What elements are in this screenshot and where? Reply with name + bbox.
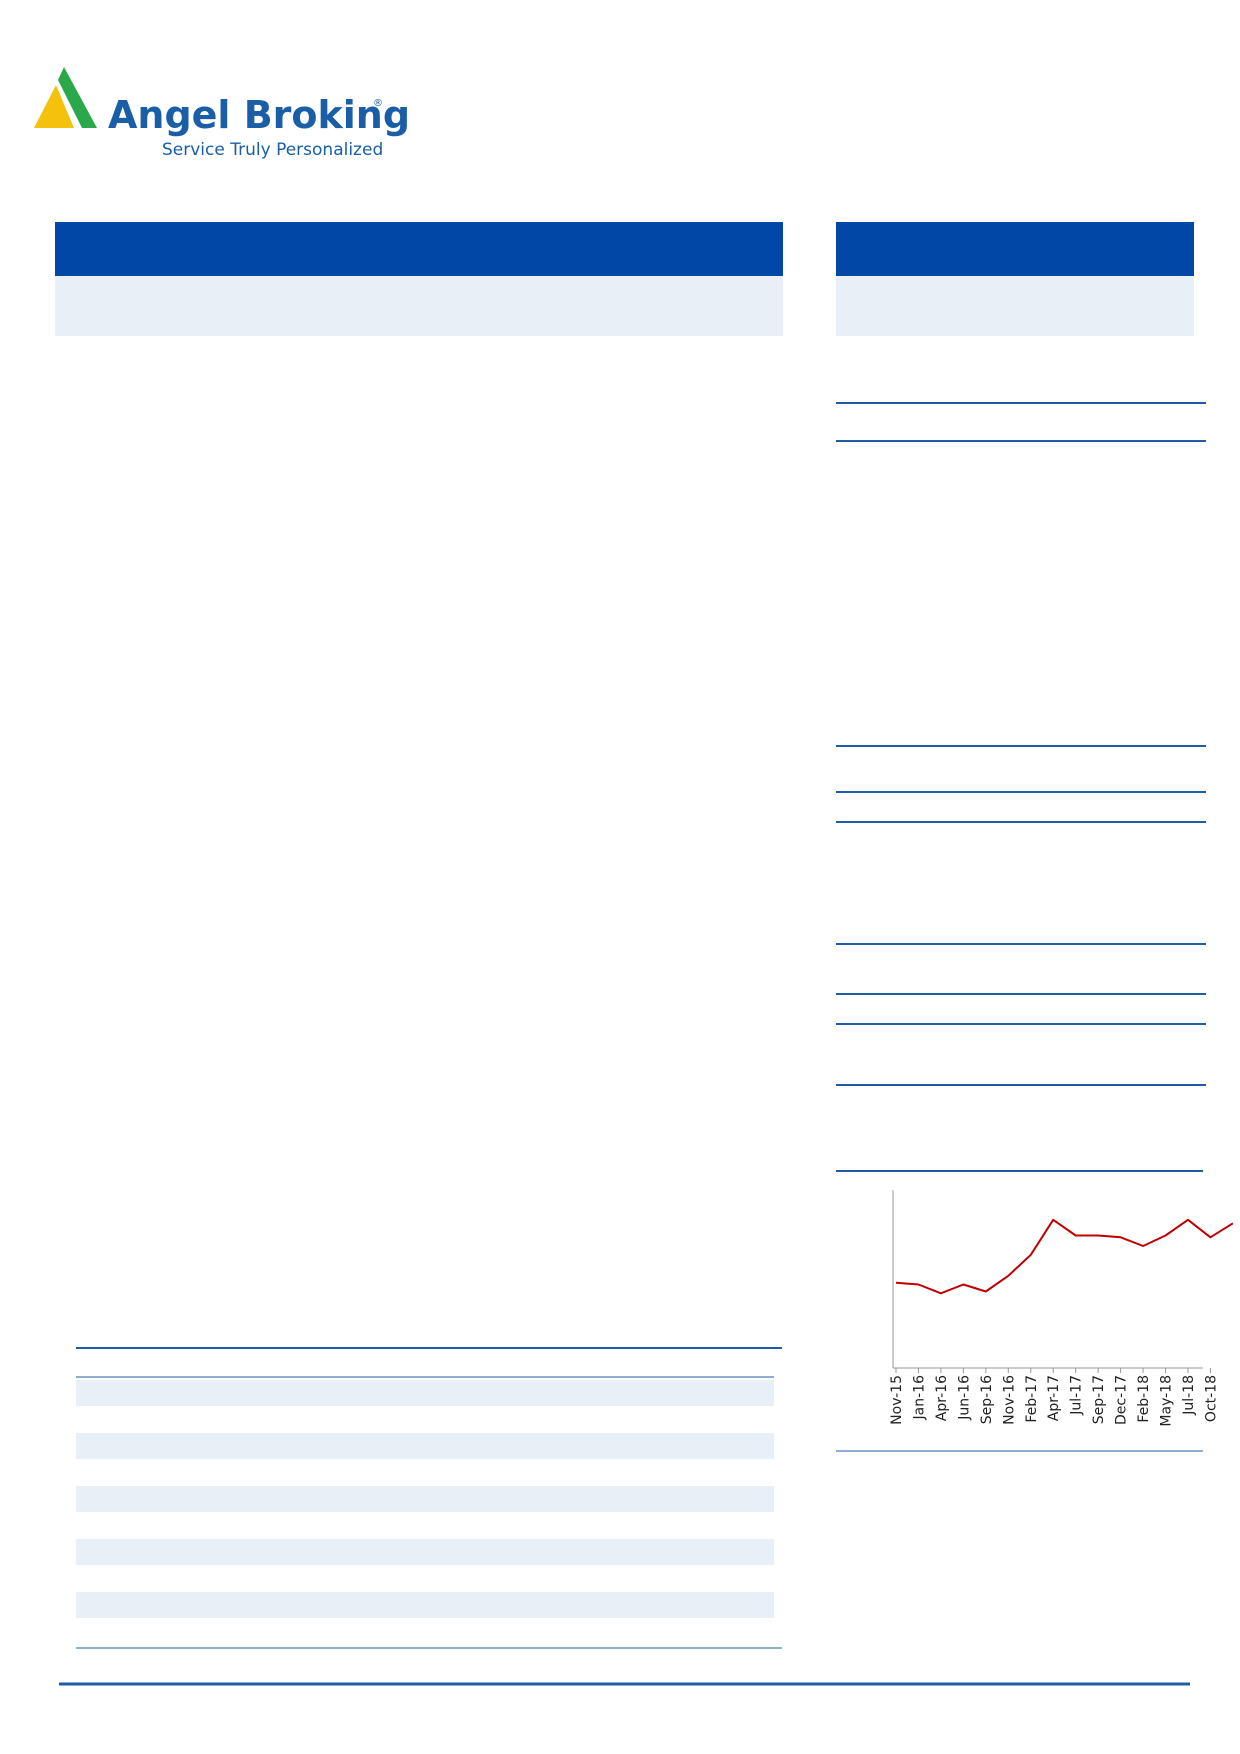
x-tick-label: Nov-15 [889, 1375, 905, 1425]
logo-tagline: Service Truly Personalized [162, 140, 383, 160]
table-row [76, 1433, 774, 1459]
header-bar [836, 222, 1194, 276]
table-row [76, 1486, 774, 1512]
table-stripes [76, 1380, 774, 1618]
logo-mark [34, 85, 74, 128]
logo: Angel Broking ® Service Truly Personaliz… [34, 67, 410, 160]
logo-name: Angel Broking [108, 93, 410, 137]
x-tick-label: Apr-17 [1046, 1375, 1062, 1421]
x-tick-label: Jul-17 [1069, 1375, 1085, 1416]
x-tick-label: Feb-17 [1024, 1375, 1040, 1423]
table-row [76, 1380, 774, 1406]
x-tick-label: Sep-16 [979, 1375, 995, 1424]
price-line [895, 1218, 1234, 1295]
table-row [76, 1592, 774, 1618]
x-tick-label: Jul-18 [1181, 1375, 1197, 1416]
logo-mark [58, 67, 97, 128]
chart: Nov-15 Jan-16 Apr-16 Jun-16 Sep-16 Nov-16 Feb-… [889, 1190, 1234, 1427]
rules [59, 402, 1206, 1686]
subheader-bar [836, 276, 1194, 336]
x-tick-label: Apr-16 [934, 1375, 950, 1421]
table-row [76, 1539, 774, 1565]
x-tick-label: Sep-17 [1091, 1375, 1107, 1424]
logo-registered: ® [373, 98, 383, 109]
x-tick-label: Nov-16 [1001, 1375, 1017, 1425]
header-bar [55, 222, 783, 276]
subheader-bar [55, 276, 783, 336]
x-tick-label: Feb-18 [1136, 1375, 1152, 1423]
x-tick-label: May-18 [1159, 1375, 1175, 1427]
x-tick-label: Oct-18 [1203, 1375, 1219, 1422]
x-tick-label: Jun-16 [956, 1375, 972, 1421]
x-tick-label: Dec-17 [1114, 1375, 1130, 1425]
x-tick-label: Jan-16 [911, 1375, 927, 1421]
